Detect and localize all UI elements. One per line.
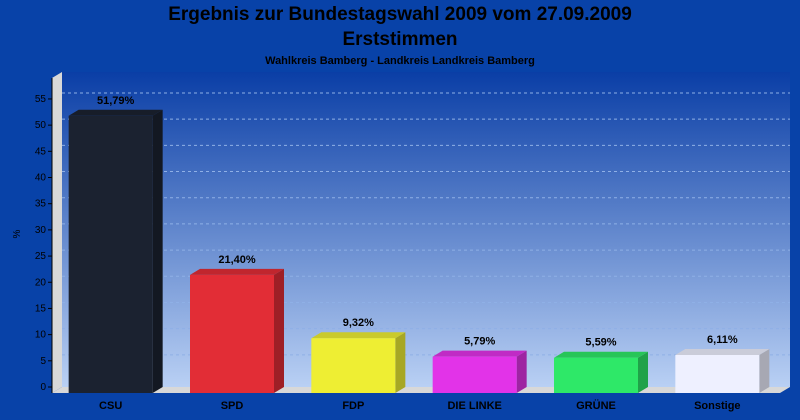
y-tick-label: 40 [35, 173, 47, 184]
chart-caption: Wahlkreis Bamberg - Landkreis Landkreis … [265, 55, 535, 67]
bar-value-label: 21,40% [218, 254, 256, 266]
y-tick-label: 20 [35, 277, 47, 288]
y-tick-label: 5 [40, 356, 46, 367]
bar-top [432, 350, 527, 357]
y-tick-label: 25 [35, 251, 47, 262]
bar-front [554, 357, 638, 393]
bar-top [311, 332, 406, 339]
y-tick-label: 55 [35, 94, 47, 105]
bar-value-label: 5,59% [585, 337, 616, 349]
bar-side [152, 109, 163, 393]
y-axis-label: % [12, 229, 23, 238]
bar-die-linke [432, 350, 527, 393]
chart-title: Ergebnis zur Bundestagswahl 2009 vom 27.… [168, 4, 632, 25]
bar-side [274, 268, 284, 393]
bar-side [759, 349, 770, 393]
bar-front [311, 338, 396, 393]
bar-spd [190, 268, 284, 393]
bar-value-label: 6,11% [707, 334, 738, 346]
bar-value-label: 9,32% [343, 317, 374, 329]
chart-subtitle: Erststimmen [342, 29, 458, 50]
y-tick-label: 10 [35, 330, 47, 341]
bar-top [675, 349, 770, 356]
bar-csu [68, 109, 163, 393]
bar-side [516, 350, 527, 393]
y-tick-label: 15 [35, 303, 47, 314]
bar-top [68, 109, 163, 116]
y-tick-label: 30 [35, 225, 47, 236]
bar-fdp [311, 332, 406, 393]
bar-top [190, 268, 284, 275]
bar-side [395, 332, 406, 393]
bar-value-label: 5,79% [464, 336, 495, 348]
x-tick-label: Sonstige [694, 400, 740, 412]
bar-value-label: 51,79% [97, 95, 135, 107]
bar-sonstige [675, 349, 770, 393]
bar-front [68, 115, 153, 393]
bar-top [554, 351, 648, 358]
x-tick-label: DIE LINKE [447, 400, 501, 412]
y-tick-label: 50 [35, 120, 47, 131]
y-tick-label: 45 [35, 146, 47, 157]
bar-front [432, 356, 517, 393]
bar-front [190, 274, 274, 393]
x-tick-label: SPD [221, 400, 244, 412]
y-tick-label: 35 [35, 199, 47, 210]
bar-front [675, 355, 760, 393]
back-wall [62, 72, 790, 387]
y-tick-label: 0 [40, 382, 46, 393]
bar-grüne [554, 351, 648, 393]
x-tick-label: FDP [342, 400, 364, 412]
bar-side [638, 351, 648, 393]
side-wall [52, 72, 62, 393]
x-tick-label: GRÜNE [576, 399, 616, 412]
x-tick-label: CSU [99, 400, 122, 412]
